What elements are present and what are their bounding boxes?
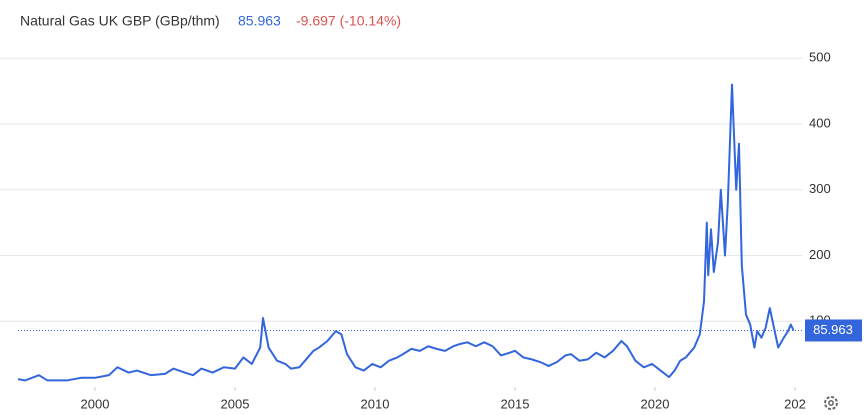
x-tick-label: 2000 xyxy=(81,396,110,411)
last-value-label: 85.963 xyxy=(813,322,853,337)
chart-title: Natural Gas UK GBP (GBp/thm) xyxy=(20,13,220,29)
x-tick-label: 2015 xyxy=(501,396,530,411)
change: -9.697 (-10.14%) xyxy=(296,13,401,29)
y-tick-label: 200 xyxy=(809,247,831,262)
last-value: 85.963 xyxy=(238,13,281,29)
x-tick-label: 202 xyxy=(784,396,806,411)
price-line xyxy=(17,83,795,382)
x-tick-label: 2020 xyxy=(641,396,670,411)
y-tick-label: 500 xyxy=(809,50,831,65)
settings-icon[interactable] xyxy=(824,396,838,410)
last-value-box xyxy=(805,319,862,342)
gear-hub[interactable] xyxy=(828,400,834,406)
y-tick-label: 300 xyxy=(809,181,831,196)
x-tick-label: 2005 xyxy=(221,396,250,411)
x-tick-label: 2010 xyxy=(361,396,390,411)
y-tick-label: 400 xyxy=(809,115,831,130)
gear[interactable] xyxy=(824,396,838,410)
